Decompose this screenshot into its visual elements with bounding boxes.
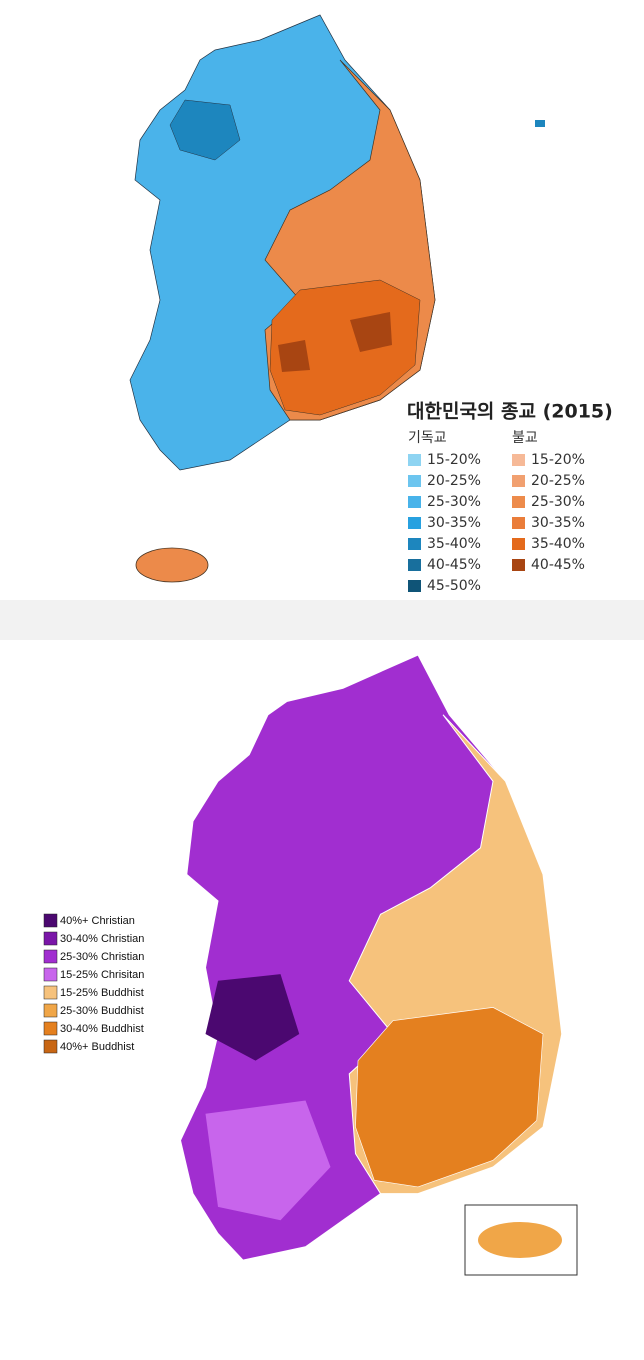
top-map: 대한민국의 종교 (2015) [129,14,613,583]
legend-label: 40-45% [531,557,585,573]
legend-label: 25-30% Buddhist [60,1005,144,1017]
dark-region [205,974,300,1061]
legend-swatch [43,1021,58,1036]
legend-swatch [43,985,58,1000]
bottom-legend: 40%+ Christian 30-40% Christian 25-30% Chr… [43,913,144,1054]
legend-label: 20-25% [427,473,481,489]
legend-label: 40%+ Christian [60,915,135,927]
legend-label: 30-35% [531,515,585,531]
legend-swatch [43,1039,58,1054]
legend-label: 25-30% [531,494,585,510]
legend-swatch [512,475,525,487]
legend-swatch [512,538,525,550]
legend-swatch [408,517,421,529]
legend-swatch [43,1003,58,1018]
legend-swatch [408,538,421,550]
legend-label: 15-20% [427,452,481,468]
legend-header: 기독교 [408,430,447,446]
legend-label: 40-45% [427,557,481,573]
legend-label: 25-30% Christian [60,951,144,963]
light-region [205,1100,331,1221]
southeast-region [355,1007,544,1188]
legend-swatch [512,496,525,508]
legend-swatch [512,559,525,571]
legend-label: 35-40% [531,536,585,552]
legend-label: 35-40% [427,536,481,552]
legend-swatch [512,517,525,529]
legend-swatch [43,931,58,946]
legend-swatch [43,913,58,928]
jeju [478,1222,562,1258]
legend-swatch [408,559,421,571]
legend-swatch [408,580,421,592]
bottom-map [179,654,563,1261]
legend-swatch [408,496,421,508]
legend-label: 15-25% Buddhist [60,987,144,999]
legend-swatch [408,454,421,466]
legend-label: 25-30% [427,494,481,510]
legend-label: 30-35% [427,515,481,531]
legend-label: 15-25% Chrisitan [60,969,144,981]
legend-swatch [512,454,525,466]
jeju [135,547,209,583]
legend-label: 20-25% [531,473,585,489]
legend-label: 15-20% [531,452,585,468]
legend-swatch [43,949,58,964]
ulleung [535,120,545,127]
legend-header: 불교 [512,430,538,446]
legend-swatch [43,967,58,982]
map-title: 대한민국의 종교 (2015) [407,401,613,423]
legend-label: 30-40% Christian [60,933,144,945]
separator [0,600,644,640]
legend-label: 40%+ Buddhist [60,1041,134,1053]
legend-swatch [408,475,421,487]
legend-label: 45-50% [427,578,481,594]
top-legend: 기독교 15-20% 20-25% 25-30% 30-35% 35-40% 40-45% 4… [408,430,585,594]
capital-area [169,99,241,161]
dark-region [278,340,310,372]
legend-label: 30-40% Buddhist [60,1023,144,1035]
dark-region [350,312,392,352]
jeju-box [464,1204,578,1276]
